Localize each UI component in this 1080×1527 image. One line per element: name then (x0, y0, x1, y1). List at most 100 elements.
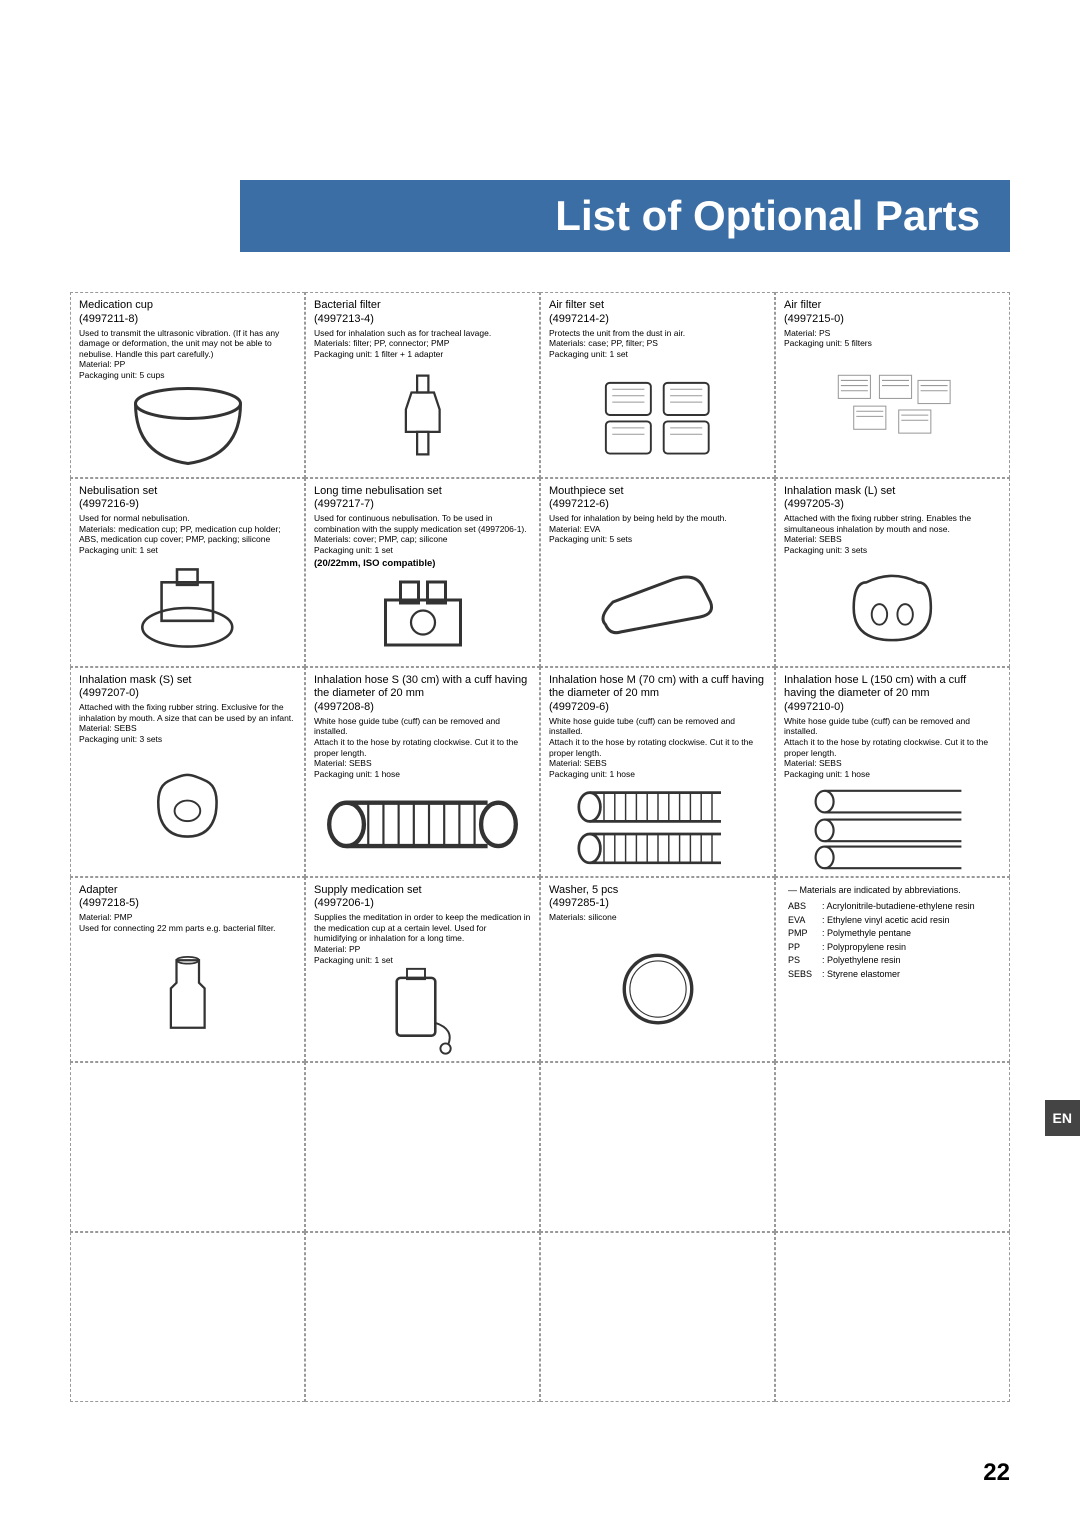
airfilter-set-icon (549, 359, 766, 470)
part-desc: Materials: silicone (549, 912, 766, 923)
part-name: Inhalation hose M (70 cm) with a cuff ha… (549, 674, 766, 702)
materials-header: — Materials are indicated by abbreviatio… (788, 884, 1001, 898)
part-name: Inhalation mask (L) set (784, 485, 1001, 499)
part-desc: Attached with the fixing rubber string. … (79, 702, 296, 745)
part-name: Medication cup (79, 299, 296, 313)
abbr-abs: ABS (788, 900, 822, 914)
part-number: (4997214-2) (549, 313, 766, 327)
part-medication-cup: Medication cup (4997211-8) Used to trans… (70, 292, 305, 478)
part-number: (4997217-7) (314, 498, 531, 512)
part-name: Bacterial filter (314, 299, 531, 313)
part-name: Air filter (784, 299, 1001, 313)
part-number: (4997208-8) (314, 701, 531, 715)
full-ps: : Polyethylene resin (822, 954, 901, 968)
part-name: Long time nebulisation set (314, 485, 531, 499)
part-hose-l: Inhalation hose L (150 cm) with a cuff h… (775, 667, 1010, 877)
mouthpiece-icon (549, 545, 766, 660)
part-name: Nebulisation set (79, 485, 296, 499)
part-desc: White hose guide tube (cuff) can be remo… (549, 716, 766, 780)
part-supply-medication-set: Supply medication set (4997206-1) Suppli… (305, 877, 540, 1063)
empty-cell (70, 1062, 305, 1232)
empty-cell (305, 1232, 540, 1402)
page-title: List of Optional Parts (240, 180, 1010, 252)
part-hose-s: Inhalation hose S (30 cm) with a cuff ha… (305, 667, 540, 877)
part-bacterial-filter: Bacterial filter (4997213-4) Used for in… (305, 292, 540, 478)
abbr-pmp: PMP (788, 927, 822, 941)
full-eva: : Ethylene vinyl acetic acid resin (822, 914, 950, 928)
part-desc: Material: PMP Used for connecting 22 mm … (79, 912, 296, 933)
filter-icon (314, 359, 531, 470)
part-name: Inhalation mask (S) set (79, 674, 296, 688)
part-nebulisation-set: Nebulisation set (4997216-9) Used for no… (70, 478, 305, 667)
empty-cell (305, 1062, 540, 1232)
abbr-pp: PP (788, 941, 822, 955)
part-long-nebulisation-set: Long time nebulisation set (4997217-7) U… (305, 478, 540, 667)
part-bold-note: (20/22mm, ISO compatible) (314, 558, 531, 570)
part-number: (4997205-3) (784, 498, 1001, 512)
part-number: (4997215-0) (784, 313, 1001, 327)
hose-l-icon (784, 780, 1001, 870)
adapter-icon (79, 933, 296, 1055)
full-sebs: : Styrene elastomer (822, 968, 900, 982)
mask-l-icon (784, 556, 1001, 660)
part-adapter: Adapter (4997218-5) Material: PMP Used f… (70, 877, 305, 1063)
part-desc: White hose guide tube (cuff) can be remo… (784, 716, 1001, 780)
part-hose-m: Inhalation hose M (70 cm) with a cuff ha… (540, 667, 775, 877)
part-air-filter-set: Air filter set (4997214-2) Protects the … (540, 292, 775, 478)
part-number: (4997210-0) (784, 701, 1001, 715)
language-tab: EN (1045, 1100, 1080, 1136)
abbr-ps: PS (788, 954, 822, 968)
mask-s-icon (79, 745, 296, 870)
part-number: (4997285-1) (549, 897, 766, 911)
hose-s-icon (314, 780, 531, 870)
abbr-eva: EVA (788, 914, 822, 928)
part-number: (4997209-6) (549, 701, 766, 715)
part-mouthpiece-set: Mouthpiece set (4997212-6) Used for inha… (540, 478, 775, 667)
part-number: (4997216-9) (79, 498, 296, 512)
part-desc: Material: PS Packaging unit: 5 filters (784, 328, 1001, 349)
empty-cell (540, 1062, 775, 1232)
parts-grid: Medication cup (4997211-8) Used to trans… (70, 292, 1010, 1402)
part-number: (4997218-5) (79, 897, 296, 911)
part-number: (4997211-8) (79, 313, 296, 327)
part-desc: Attached with the fixing rubber string. … (784, 513, 1001, 556)
hose-m-icon (549, 780, 766, 870)
full-pmp: : Polymethyle pentane (822, 927, 911, 941)
empty-cell (775, 1232, 1010, 1402)
part-desc: Used for inhalation by being held by the… (549, 513, 766, 545)
part-desc: Used for inhalation such as for tracheal… (314, 328, 531, 360)
airfilter-icon (784, 349, 1001, 471)
part-inhalation-mask-l: Inhalation mask (L) set (4997205-3) Atta… (775, 478, 1010, 667)
part-washer: Washer, 5 pcs (4997285-1) Materials: sil… (540, 877, 775, 1063)
part-name: Mouthpiece set (549, 485, 766, 499)
part-number: (4997212-6) (549, 498, 766, 512)
part-name: Air filter set (549, 299, 766, 313)
neb-set-icon (79, 556, 296, 660)
empty-cell (775, 1062, 1010, 1232)
part-air-filter: Air filter (4997215-0) Material: PS Pack… (775, 292, 1010, 478)
part-name: Adapter (79, 884, 296, 898)
part-desc: Used for normal nebulisation. Materials:… (79, 513, 296, 556)
page-number: 22 (983, 1459, 1010, 1487)
full-pp: : Polypropylene resin (822, 941, 906, 955)
part-name: Inhalation hose L (150 cm) with a cuff h… (784, 674, 1001, 702)
empty-cell (70, 1232, 305, 1402)
part-name: Inhalation hose S (30 cm) with a cuff ha… (314, 674, 531, 702)
empty-cell (540, 1232, 775, 1402)
materials-legend: — Materials are indicated by abbreviatio… (775, 877, 1010, 1063)
part-desc: Supplies the meditation in order to keep… (314, 912, 531, 965)
part-desc: White hose guide tube (cuff) can be remo… (314, 716, 531, 780)
part-desc: Protects the unit from the dust in air. … (549, 328, 766, 360)
part-name: Supply medication set (314, 884, 531, 898)
part-number: (4997206-1) (314, 897, 531, 911)
part-number: (4997213-4) (314, 313, 531, 327)
part-desc: Used to transmit the ultrasonic vibratio… (79, 328, 296, 381)
part-name: Washer, 5 pcs (549, 884, 766, 898)
supply-icon (314, 965, 531, 1055)
long-neb-icon (314, 570, 531, 660)
cup-icon (79, 381, 296, 471)
full-abs: : Acrylonitrile-butadiene-ethylene resin (822, 900, 975, 914)
part-number: (4997207-0) (79, 687, 296, 701)
part-desc: Used for continuous nebulisation. To be … (314, 513, 531, 556)
part-inhalation-mask-s: Inhalation mask (S) set (4997207-0) Atta… (70, 667, 305, 877)
